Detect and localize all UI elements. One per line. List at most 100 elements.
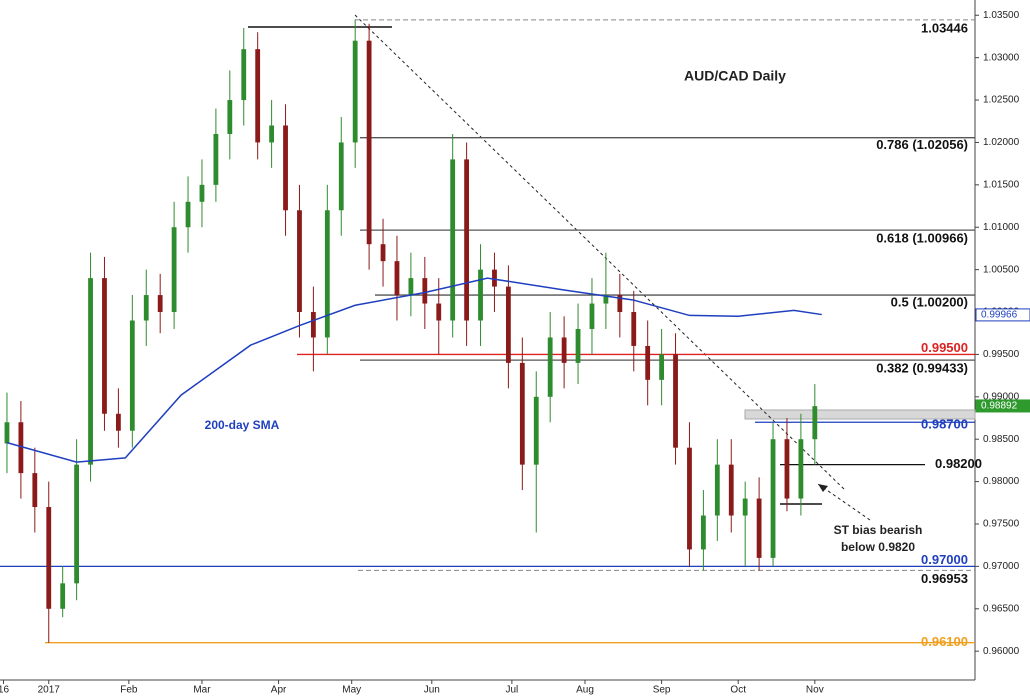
y-tick-label: 0.98000	[983, 476, 1020, 487]
candle-body	[157, 295, 163, 313]
candle-body	[561, 337, 567, 363]
candle-body	[464, 159, 470, 321]
candle-body	[575, 328, 581, 363]
candle-body	[673, 354, 678, 448]
candle-body	[129, 320, 135, 431]
y-tick-label: 1.02000	[983, 137, 1020, 148]
x-tick-label: Apr	[271, 685, 287, 696]
x-tick-label: Feb	[120, 685, 138, 696]
x-tick-label: 2017	[38, 685, 61, 696]
x-tick-label: Jun	[424, 685, 440, 696]
candle-body	[756, 498, 762, 558]
candle-body	[519, 362, 525, 465]
x-tick-label: Nov	[806, 685, 824, 696]
candle-body	[380, 244, 386, 262]
x-tick-label: May	[342, 685, 361, 696]
candle-body	[714, 464, 720, 516]
candle-body	[728, 464, 734, 516]
candle-body	[143, 295, 149, 321]
candle-body	[631, 312, 637, 346]
candle-body	[102, 278, 107, 414]
level-label: 1.03446	[921, 20, 968, 35]
candle-body	[394, 261, 400, 296]
candle-body	[269, 125, 275, 143]
y-tick-label: 0.97500	[983, 519, 1020, 530]
level-label: 0.96953	[921, 571, 968, 586]
level-label: 0.382 (0.99433)	[876, 361, 968, 376]
sma-label: 200-day SMA	[205, 418, 280, 432]
candle-body	[227, 100, 233, 134]
candle-body	[4, 422, 10, 444]
candle-body	[185, 201, 191, 228]
candle-body	[603, 295, 609, 304]
candle-body	[589, 303, 595, 329]
y-tick-label: 1.03500	[983, 10, 1020, 21]
candle-body	[241, 49, 247, 101]
arrow-head	[818, 484, 828, 492]
candle-body	[338, 142, 344, 211]
sma-line	[6, 277, 822, 463]
candle-body	[687, 447, 692, 550]
candle-body	[533, 396, 539, 465]
candle-body	[255, 49, 261, 143]
price-tag-label: 0.98892	[981, 401, 1018, 412]
candle-body	[297, 210, 302, 313]
price-tag	[975, 399, 1030, 413]
y-tick-label: 1.01000	[983, 222, 1020, 233]
x-tick-label: 16	[0, 685, 9, 696]
level-label: 0.98700	[921, 417, 968, 432]
candle-body	[784, 439, 790, 499]
candle-body	[450, 159, 456, 321]
candle-body	[18, 422, 24, 474]
level-label: 0.618 (1.00966)	[876, 231, 968, 246]
candle-body	[171, 227, 177, 313]
candle-body	[505, 286, 511, 363]
y-tick-label: 0.97000	[983, 561, 1020, 572]
y-tick-label: 0.96500	[983, 603, 1020, 614]
y-tick-label: 1.00500	[983, 264, 1020, 275]
candle-body	[770, 439, 776, 558]
candle-body	[310, 312, 316, 338]
x-tick-label: Sep	[653, 685, 671, 696]
resistance-zone	[744, 409, 976, 420]
candle-body	[283, 125, 288, 211]
candle-body	[492, 269, 497, 287]
candle-body	[199, 184, 205, 202]
y-tick-label: 0.99000	[983, 391, 1020, 402]
x-tick-label: Oct	[730, 685, 746, 696]
price-tag-label: 0.99966	[981, 310, 1018, 321]
candle-body	[645, 345, 651, 380]
candle-body	[547, 337, 553, 397]
level-label: 0.98200	[935, 456, 982, 471]
y-tick-label: 1.02500	[983, 95, 1020, 106]
arrow	[817, 483, 871, 521]
candle-body	[700, 515, 706, 550]
level-label: 0.97000	[921, 552, 968, 567]
y-tick-label: 0.99500	[983, 349, 1020, 360]
candle-body	[617, 295, 623, 313]
price-tag	[975, 308, 1030, 322]
candle-body	[798, 439, 804, 499]
candle-body	[352, 40, 358, 143]
candle-body	[436, 303, 442, 321]
level-label: 0.5 (1.00200)	[891, 294, 968, 309]
candle-body	[32, 473, 38, 508]
y-tick-label: 1.01500	[983, 179, 1020, 190]
level-label: 0.786 (1.02056)	[876, 137, 968, 152]
y-tick-label: 0.96000	[983, 646, 1020, 657]
candle-body	[422, 278, 428, 304]
annotation: below 0.9820	[841, 540, 915, 554]
candle-body	[324, 210, 330, 338]
candle-body	[60, 583, 66, 609]
chart-title: AUD/CAD Daily	[684, 68, 786, 84]
candle-body	[88, 278, 93, 465]
candle-body	[408, 278, 414, 296]
candle-body	[46, 507, 52, 609]
candle-body	[366, 40, 372, 245]
candle-body	[74, 464, 80, 584]
level-label: 0.99500	[921, 340, 968, 355]
y-tick-label: 1.03000	[983, 52, 1020, 63]
y-tick-label: 0.98500	[983, 434, 1020, 445]
